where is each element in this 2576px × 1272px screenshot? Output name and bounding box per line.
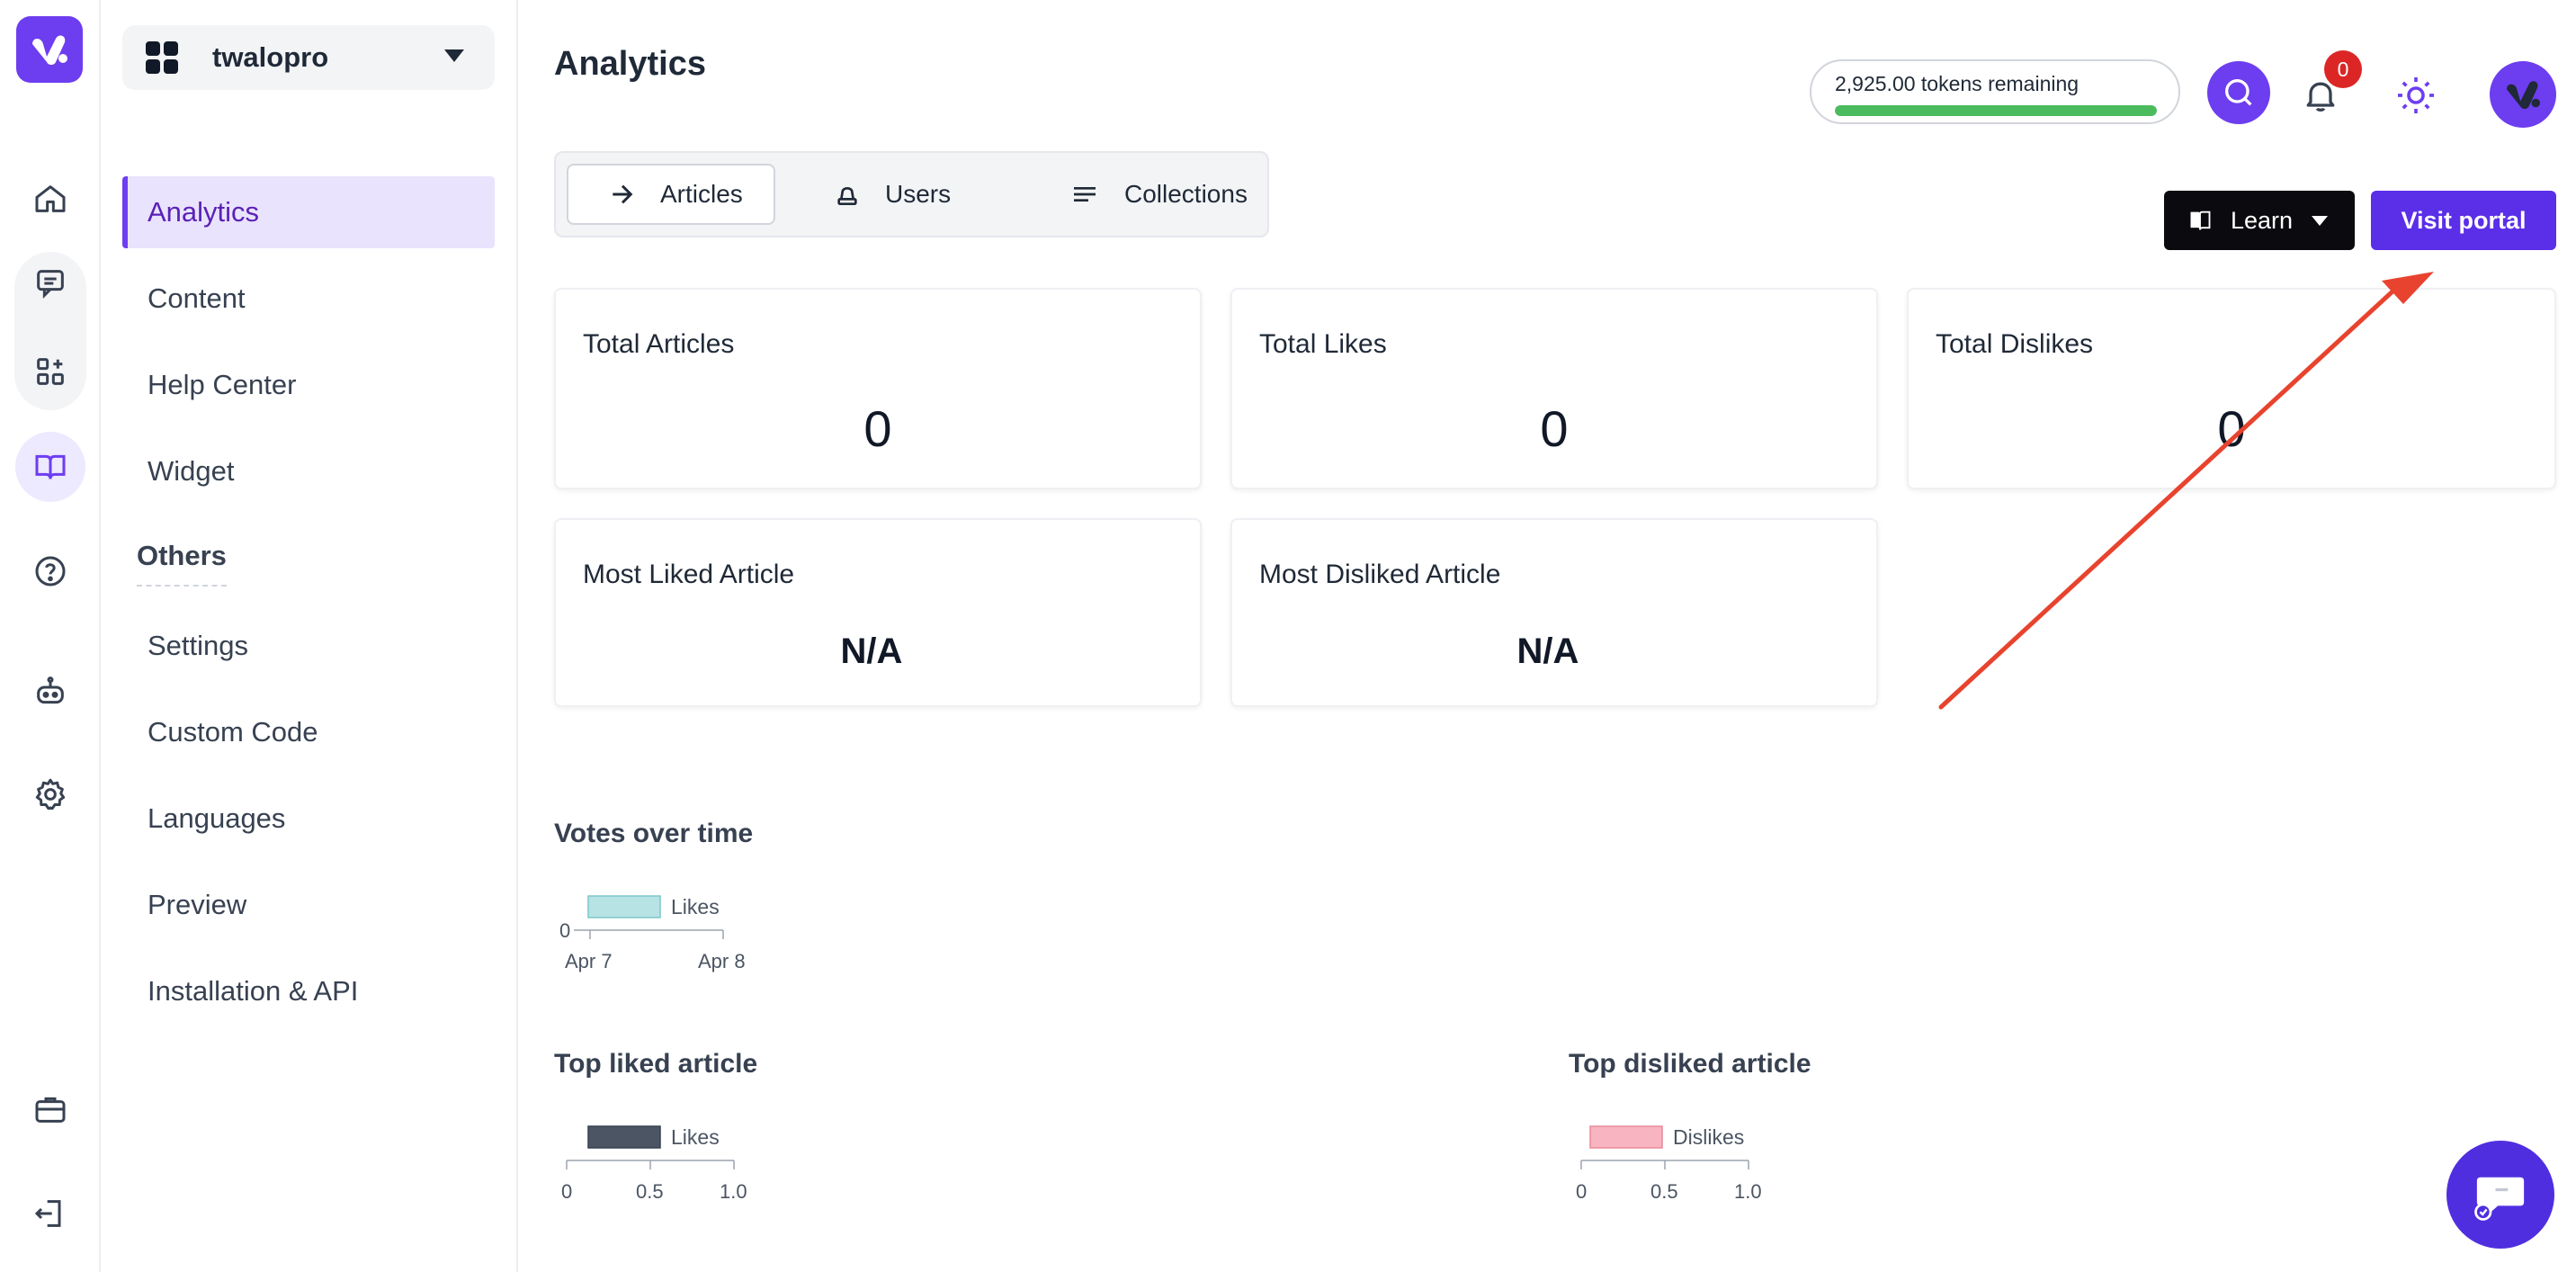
tokens-remaining: 2,925.00 tokens remaining (1810, 59, 2180, 124)
caret-down-icon (444, 49, 464, 62)
search-button[interactable] (2207, 61, 2270, 124)
stat-card-most-disliked-article: Most Disliked Article N/A (1230, 518, 1878, 707)
tab-collections[interactable]: Collections (1038, 164, 1263, 225)
nav-item-settings[interactable]: Settings (148, 630, 249, 661)
stat-value: 0 (863, 400, 892, 457)
avatar-logo-icon (2506, 81, 2540, 110)
legend-label-likes: Likes (671, 895, 720, 918)
tab-users[interactable]: Users (797, 164, 1004, 225)
legend-swatch-likes (587, 1125, 661, 1149)
tab-articles-label: Articles (660, 180, 743, 208)
stat-value: 0 (1540, 400, 1569, 457)
tab-collections-label: Collections (1124, 180, 1248, 208)
learn-label: Learn (2231, 206, 2294, 234)
icon-rail (0, 0, 101, 1272)
briefcase-icon[interactable] (15, 1074, 85, 1144)
top-disliked-article-title: Top disliked article (1569, 1049, 1811, 1079)
tokens-progress-fill (1835, 105, 2157, 116)
book-icon[interactable] (15, 432, 85, 502)
caret-down-icon (2312, 216, 2328, 226)
page-title: Analytics (554, 45, 706, 83)
chat-bubble-icon (2474, 1177, 2525, 1221)
x-tick-label: Apr 7 (565, 950, 613, 972)
sun-icon (2398, 77, 2434, 113)
x-tick-label: 0.5 (636, 1180, 664, 1203)
nav-item-content[interactable]: Content (148, 282, 246, 314)
search-icon (2225, 79, 2252, 106)
book-icon (2190, 211, 2211, 230)
top-liked-article-title: Top liked article (554, 1049, 758, 1079)
tokens-progress (1835, 105, 2157, 116)
x-tick-label: 1.0 (1734, 1180, 1762, 1203)
nav-section-others: Others (137, 540, 227, 587)
tab-articles[interactable]: Articles (567, 164, 775, 225)
stat-card-total-likes: Total Likes 0 (1230, 288, 1878, 489)
chat-widget-button[interactable] (2446, 1141, 2554, 1249)
annotation-arrow-icon (1938, 272, 2434, 710)
y-tick-label: 0 (559, 919, 570, 942)
apps-icon[interactable] (15, 336, 85, 407)
x-tick-label: 0 (1576, 1180, 1587, 1203)
stat-label: Most Liked Article (583, 560, 795, 589)
tab-users-label: Users (885, 180, 952, 208)
nav-item-custom-code[interactable]: Custom Code (148, 716, 318, 748)
bell-icon (2306, 82, 2335, 112)
arrow-right-icon (613, 184, 633, 204)
x-tick-label: 1.0 (720, 1180, 747, 1203)
workspace-name: twalopro (212, 41, 329, 73)
secondary-nav: twalopro Analytics Content Help Center W… (101, 0, 518, 1272)
nav-item-help-center[interactable]: Help Center (148, 369, 297, 400)
nav-item-installation-api[interactable]: Installation & API (148, 975, 359, 1007)
stat-value: N/A (840, 632, 903, 671)
home-icon[interactable] (15, 164, 85, 234)
notifications-button[interactable] (2292, 67, 2349, 124)
nav-item-languages[interactable]: Languages (148, 802, 286, 834)
logout-icon[interactable] (15, 1178, 85, 1249)
x-tick-label: 0.5 (1650, 1180, 1678, 1203)
list-icon (1074, 187, 1096, 202)
logo-icon[interactable] (16, 16, 83, 83)
user-icon (837, 187, 857, 205)
x-tick-label: 0 (561, 1180, 572, 1203)
stat-card-total-dislikes: Total Dislikes 0 (1907, 288, 2556, 489)
votes-over-time-title: Votes over time (554, 819, 754, 848)
visit-portal-button[interactable]: Visit portal (2371, 191, 2556, 250)
stat-label: Most Disliked Article (1259, 560, 1501, 589)
nav-item-analytics[interactable]: Analytics (122, 176, 495, 248)
top-liked-article-chart: Likes 0 0.5 1.0 (561, 1125, 747, 1203)
x-tick-label: Apr 8 (698, 950, 746, 972)
votes-over-time-chart: Likes 0 Apr 7 Apr 8 (559, 895, 746, 972)
legend-label-likes: Likes (671, 1125, 720, 1149)
robot-icon[interactable] (15, 657, 85, 727)
legend-swatch-dislikes (1589, 1125, 1663, 1149)
stat-card-total-articles: Total Articles 0 (554, 288, 1202, 489)
nav-item-widget[interactable]: Widget (148, 455, 235, 487)
gear-icon[interactable] (15, 759, 85, 829)
legend-swatch-likes (587, 895, 661, 918)
stat-value: N/A (1516, 632, 1579, 671)
learn-button[interactable]: Learn (2164, 191, 2355, 250)
stat-card-most-liked-article: Most Liked Article N/A (554, 518, 1202, 707)
content-tabs: Articles Users Collections (554, 151, 1269, 237)
workspace-selector[interactable]: twalopro (122, 25, 495, 90)
stat-label: Total Articles (583, 329, 735, 359)
legend-label-dislikes: Dislikes (1673, 1125, 1744, 1149)
avatar[interactable] (2490, 61, 2556, 128)
help-icon[interactable] (15, 536, 85, 606)
stat-label: Total Likes (1259, 329, 1387, 359)
theme-toggle[interactable] (2387, 67, 2445, 124)
stat-label: Total Dislikes (1936, 329, 2094, 359)
nav-item-preview[interactable]: Preview (148, 889, 247, 920)
grid-icon (146, 41, 178, 74)
chat-icon[interactable] (15, 248, 85, 318)
tokens-text: 2,925.00 tokens remaining (1835, 72, 2080, 95)
top-disliked-article-chart: Dislikes 0 0.5 1.0 (1576, 1125, 1762, 1203)
notification-badge: 0 (2324, 50, 2362, 88)
